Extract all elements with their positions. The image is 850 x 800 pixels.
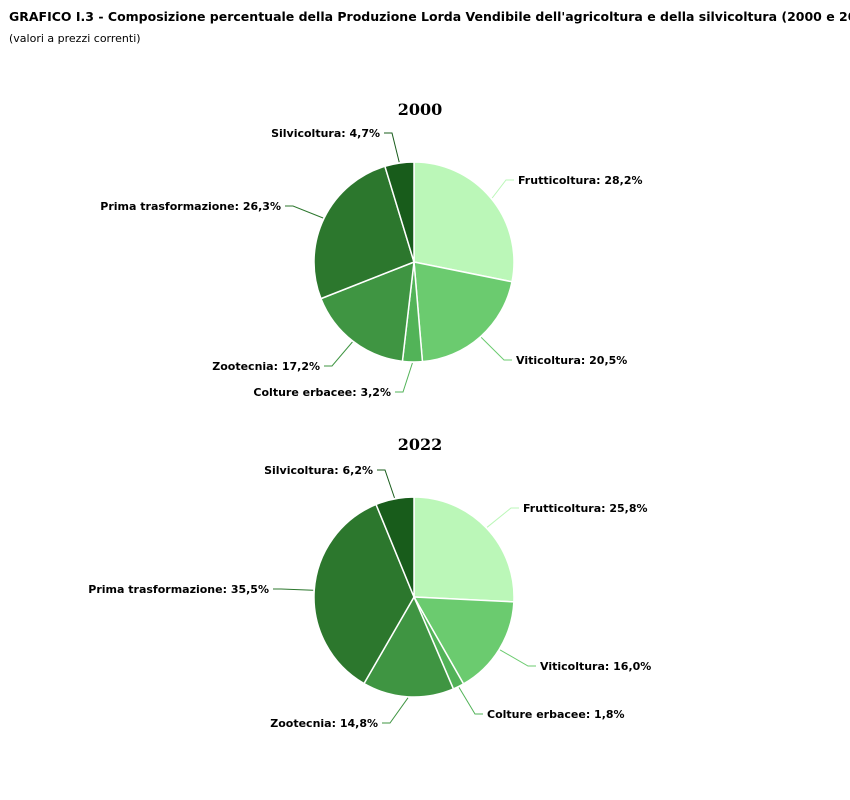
label-zootecnia: Zootecnia: 14,8% (270, 717, 378, 730)
label-frutticoltura: Frutticoltura: 25,8% (523, 502, 648, 515)
leader-line-colture-erbacee (458, 687, 483, 715)
pie-chart-2000-title: 2000 (398, 100, 443, 119)
label-prima-trasformazione: Prima trasformazione: 35,5% (88, 583, 269, 596)
slice-prima-trasformazione (313, 503, 415, 685)
label-zootecnia: Zootecnia: 17,2% (212, 360, 320, 373)
leader-line-zootecnia (324, 341, 353, 367)
slice-viticoltura (413, 261, 513, 363)
leader-line-silvicoltura (384, 132, 400, 163)
pie-chart-2022-title: 2022 (398, 435, 443, 454)
pie-chart-2000: 2000 Frutticoltura: 28,2% Viticoltura: 20… (100, 100, 642, 399)
slice-viticoltura (413, 596, 515, 685)
slice-prima-trasformazione (313, 165, 415, 300)
slice-frutticoltura (413, 161, 515, 283)
leader-line-colture-erbacee (395, 362, 413, 393)
slice-frutticoltura (413, 496, 515, 603)
page-subtitle: (valori a prezzi correnti) (9, 32, 141, 45)
label-prima-trasformazione: Prima trasformazione: 26,3% (100, 200, 281, 213)
label-silvicoltura: Silvicoltura: 4,7% (271, 127, 380, 140)
leader-line-viticoltura (480, 337, 512, 361)
leader-line-silvicoltura (377, 469, 395, 499)
label-colture-erbacee: Colture erbacee: 1,8% (487, 708, 625, 721)
pie-chart-2000-labels: Frutticoltura: 28,2% Viticoltura: 20,5% Co… (100, 127, 642, 399)
label-colture-erbacee: Colture erbacee: 3,2% (253, 386, 391, 399)
slice-zootecnia (320, 261, 415, 363)
pie-chart-2000-slices (313, 161, 515, 363)
slice-silvicoltura (384, 161, 415, 263)
leader-line-viticoltura (499, 649, 536, 667)
leader-line-frutticoltura (486, 507, 519, 528)
label-frutticoltura: Frutticoltura: 28,2% (518, 174, 643, 187)
label-silvicoltura: Silvicoltura: 6,2% (264, 464, 373, 477)
leader-line-prima-trasformazione (273, 588, 314, 591)
slice-silvicoltura (375, 496, 415, 598)
leader-line-zootecnia (382, 697, 409, 724)
label-viticoltura: Viticoltura: 16,0% (540, 660, 651, 673)
page-title: GRAFICO I.3 - Composizione percentuale d… (9, 9, 850, 24)
pie-chart-2022: 2022 Frutticoltura: 25,8% Viticoltura: 16… (88, 435, 651, 730)
leader-line-frutticoltura (491, 179, 514, 199)
label-viticoltura: Viticoltura: 20,5% (516, 354, 627, 367)
pie-chart-2022-labels: Frutticoltura: 25,8% Viticoltura: 16,0% Co… (88, 464, 651, 730)
slice-zootecnia (363, 596, 455, 698)
pie-chart-2022-slices (313, 496, 515, 698)
leader-line-prima-trasformazione (285, 205, 324, 219)
